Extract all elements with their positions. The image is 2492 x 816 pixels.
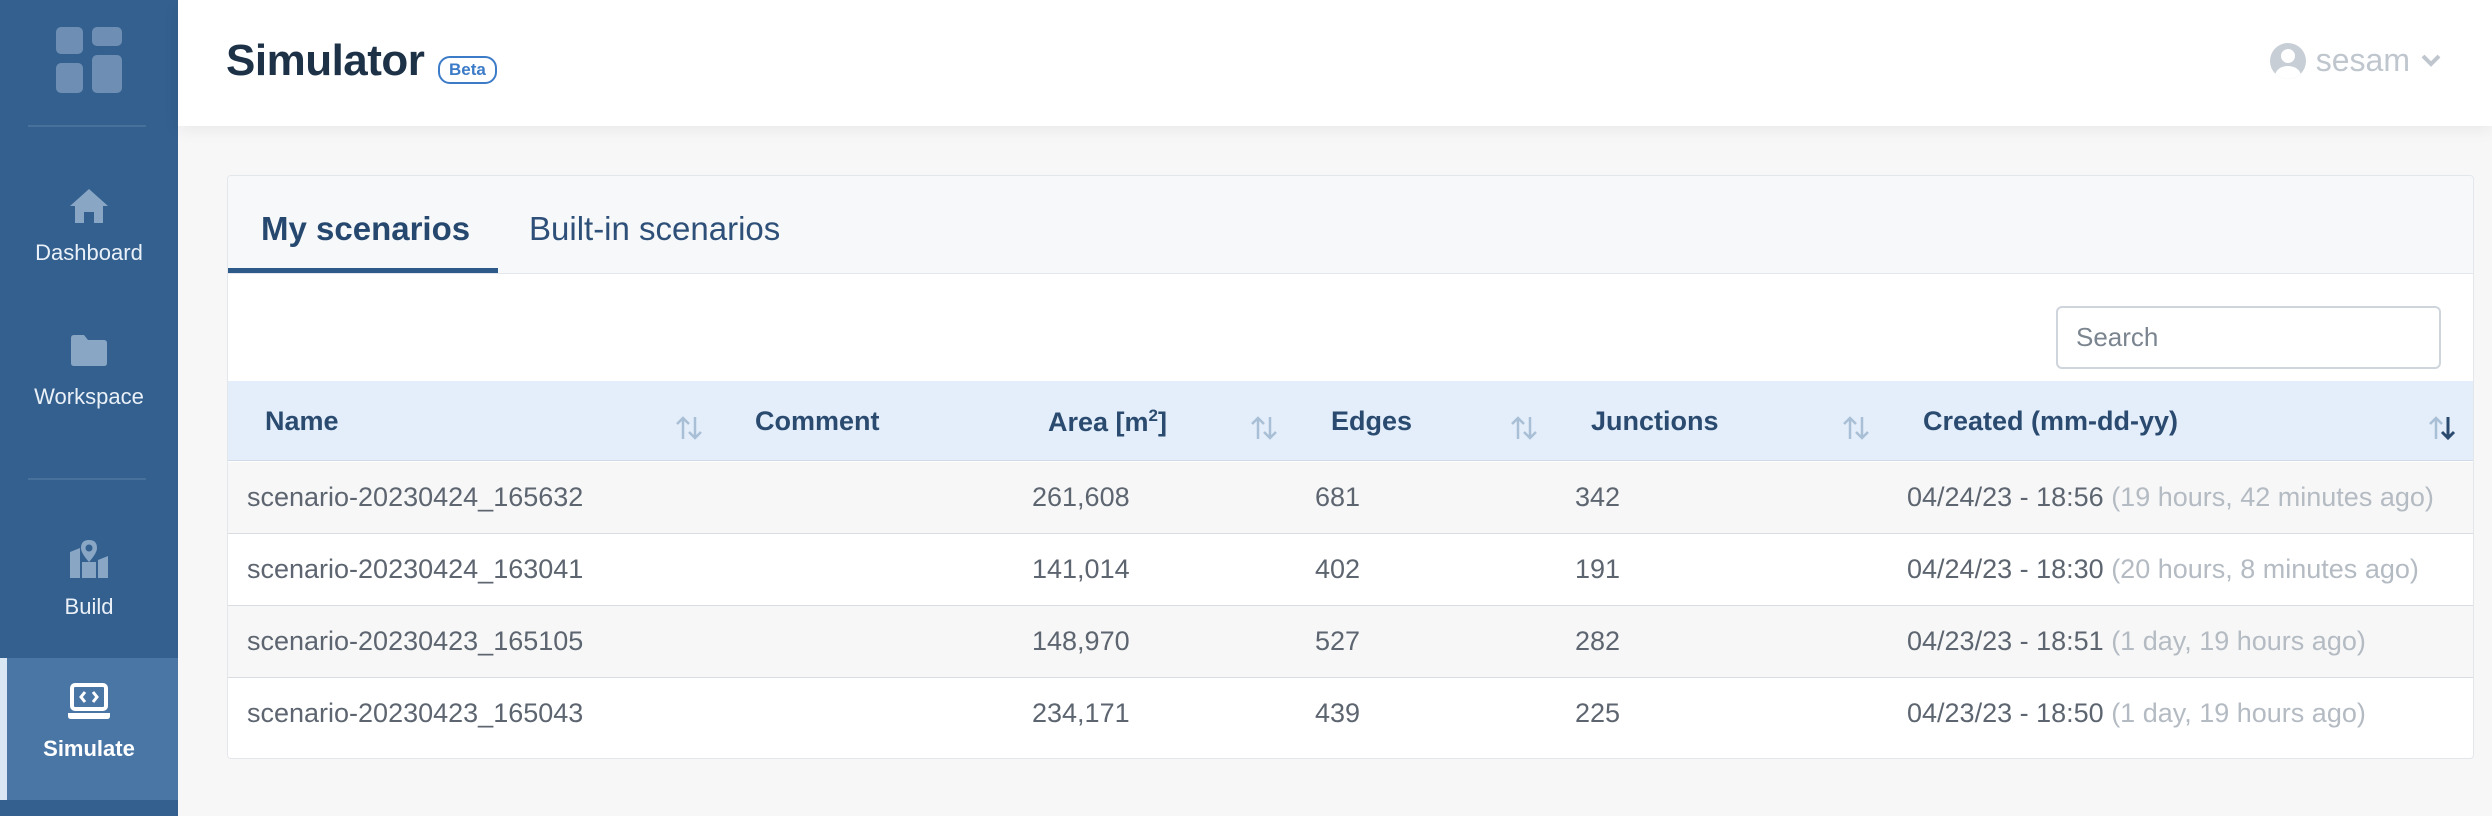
cell-edges: 402 (1315, 554, 1361, 584)
sort-icon[interactable] (1841, 414, 1871, 442)
column-header-created[interactable]: Created (mm-dd-yy) (1923, 406, 2179, 436)
laptop-code-icon (68, 683, 110, 719)
search-input[interactable] (2056, 306, 2441, 369)
cell-area: 234,171 (1032, 698, 1130, 728)
created-date: 04/23/23 - 18:50 (1907, 698, 2104, 728)
created-date: 04/24/23 - 18:30 (1907, 554, 2104, 584)
table-row[interactable]: scenario-20230424_165632 261,608 681 342… (228, 462, 2473, 534)
cell-edges: 439 (1315, 698, 1361, 728)
sidebar-divider (28, 125, 146, 127)
sidebar-item-label: Build (64, 594, 114, 619)
cell-junctions: 225 (1575, 698, 1621, 728)
table-row[interactable]: scenario-20230423_165043 234,171 439 225… (228, 678, 2473, 750)
column-header-area[interactable]: Area [m2] (1048, 406, 1167, 438)
created-relative: (20 hours, 8 minutes ago) (2111, 554, 2419, 584)
table-header: Name Comment Area [m2] Edges Junctions C… (228, 381, 2473, 461)
sort-icon[interactable] (1249, 414, 1279, 442)
sidebar-item-label: Simulate (43, 736, 135, 761)
sidebar-item-simulate[interactable]: Simulate (0, 658, 178, 800)
home-icon (70, 189, 108, 223)
sidebar-item-dashboard[interactable]: Dashboard (0, 186, 178, 286)
scenarios-card: My scenarios Built-in scenarios Name Com… (227, 175, 2474, 759)
cell-created: 04/24/23 - 18:30 (20 hours, 8 minutes ag… (1907, 554, 2419, 585)
sidebar-item-build[interactable]: Build (0, 538, 178, 638)
sort-desc-icon[interactable] (2427, 414, 2457, 442)
column-header-area-label: Area [m (1048, 407, 1149, 437)
cell-area: 261,608 (1032, 482, 1130, 512)
cell-edges: 681 (1315, 482, 1361, 512)
folder-icon (71, 335, 107, 366)
username: sesam (2315, 42, 2410, 78)
user-menu[interactable]: sesam (2269, 42, 2442, 79)
column-header-area-end: ] (1158, 407, 1168, 437)
column-header-comment: Comment (755, 406, 880, 436)
column-header-area-sup: 2 (1148, 406, 1159, 425)
sidebar-item-label: Dashboard (35, 240, 143, 265)
created-date: 04/23/23 - 18:51 (1907, 626, 2104, 656)
cell-name[interactable]: scenario-20230423_165043 (247, 698, 584, 728)
column-header-junctions[interactable]: Junctions (1591, 406, 1719, 436)
tab-my-scenarios[interactable]: My scenarios (261, 210, 471, 247)
cell-name[interactable]: scenario-20230424_165632 (247, 482, 584, 512)
cell-area: 148,970 (1032, 626, 1130, 656)
cell-area: 141,014 (1032, 554, 1130, 584)
sidebar: Dashboard Workspace Build Simulate (0, 0, 178, 816)
sort-icon[interactable] (1509, 414, 1539, 442)
cell-junctions: 191 (1575, 554, 1621, 584)
cell-created: 04/24/23 - 18:56 (19 hours, 42 minutes a… (1907, 482, 2434, 513)
sidebar-item-workspace[interactable]: Workspace (0, 330, 178, 430)
user-avatar-icon (2269, 42, 2306, 79)
tab-bar: My scenarios Built-in scenarios (228, 176, 2473, 274)
page-title: Simulator (226, 36, 425, 85)
map-marker-icon (70, 540, 108, 578)
cell-created: 04/23/23 - 18:51 (1 day, 19 hours ago) (1907, 626, 2366, 657)
table-row[interactable]: scenario-20230423_165105 148,970 527 282… (228, 606, 2473, 678)
cell-name[interactable]: scenario-20230424_163041 (247, 554, 584, 584)
top-header: Simulator Beta sesam (178, 0, 2492, 126)
chevron-down-icon (2421, 54, 2441, 67)
active-tab-indicator (228, 268, 498, 273)
table-row[interactable]: scenario-20230424_163041 141,014 402 191… (228, 534, 2473, 606)
app-logo-icon[interactable] (56, 27, 122, 93)
tab-built-in-scenarios[interactable]: Built-in scenarios (529, 210, 781, 247)
sidebar-divider (28, 478, 146, 480)
beta-badge: Beta (438, 56, 497, 84)
sort-icon[interactable] (674, 414, 704, 442)
cell-name[interactable]: scenario-20230423_165105 (247, 626, 584, 656)
cell-junctions: 282 (1575, 626, 1621, 656)
created-relative: (1 day, 19 hours ago) (2111, 698, 2366, 728)
cell-junctions: 342 (1575, 482, 1621, 512)
created-relative: (1 day, 19 hours ago) (2111, 626, 2366, 656)
cell-created: 04/23/23 - 18:50 (1 day, 19 hours ago) (1907, 698, 2366, 729)
column-header-edges[interactable]: Edges (1331, 406, 1413, 436)
sidebar-item-label: Workspace (34, 384, 144, 409)
cell-edges: 527 (1315, 626, 1361, 656)
column-header-name[interactable]: Name (265, 406, 339, 436)
created-date: 04/24/23 - 18:56 (1907, 482, 2104, 512)
created-relative: (19 hours, 42 minutes ago) (2111, 482, 2434, 512)
